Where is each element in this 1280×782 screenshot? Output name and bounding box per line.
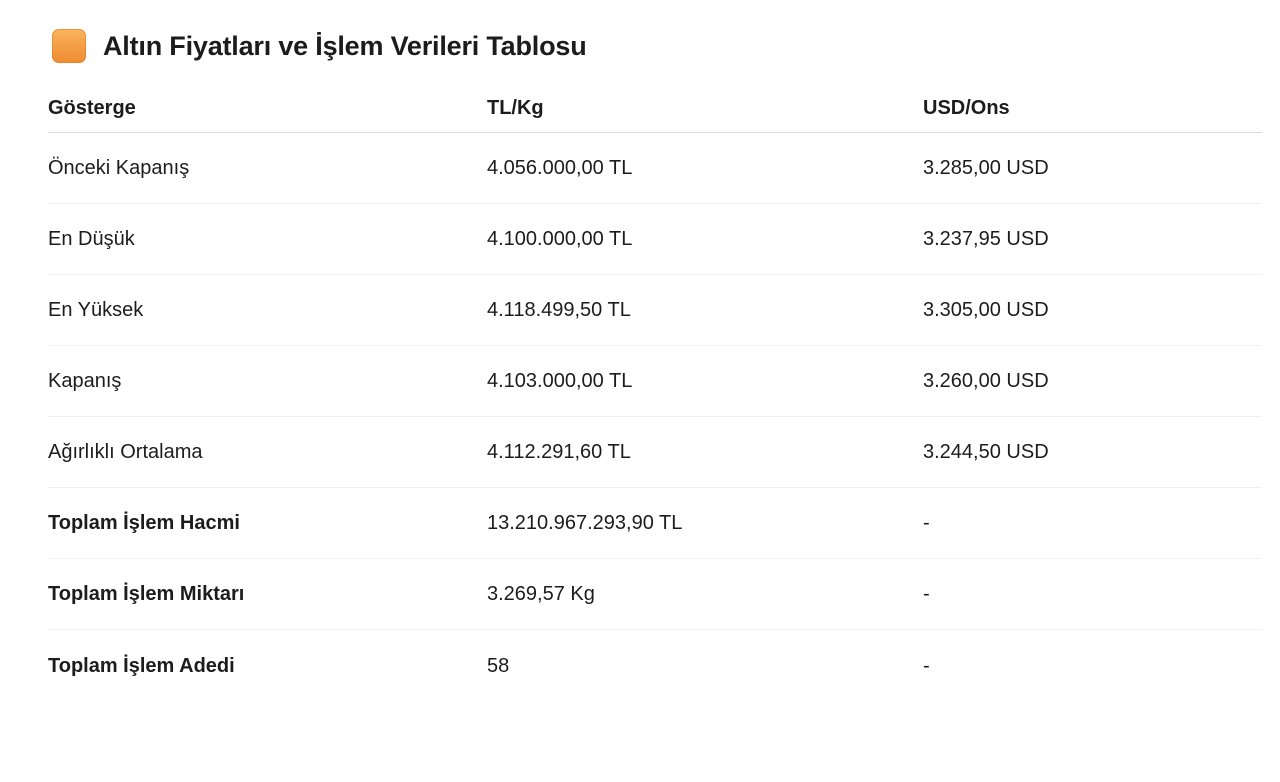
cell-indicator: Toplam İşlem Adedi bbox=[48, 654, 235, 677]
cell-tl-kg: 13.210.967.293,90 TL bbox=[487, 512, 683, 534]
cell-indicator: Toplam İşlem Miktarı bbox=[48, 583, 245, 605]
cell-usd-ons: 3.260,00 USD bbox=[923, 370, 1049, 392]
cell-usd-ons: - bbox=[923, 654, 930, 677]
cell-tl-kg: 4.100.000,00 TL bbox=[487, 228, 633, 250]
table-row: Ağırlıklı Ortalama 4.112.291,60 TL 3.244,5… bbox=[48, 417, 1262, 488]
cell-usd-ons: 3.237,95 USD bbox=[923, 228, 1049, 250]
cell-indicator: Toplam İşlem Hacmi bbox=[48, 512, 240, 534]
table-row: Toplam İşlem Miktarı 3.269,57 Kg - bbox=[48, 559, 1262, 630]
table-body: Önceki Kapanış 4.056.000,00 TL 3.285,00 US… bbox=[48, 133, 1262, 701]
orange-square-icon bbox=[52, 29, 86, 63]
cell-usd-ons: 3.305,00 USD bbox=[923, 299, 1049, 321]
cell-tl-kg: 4.056.000,00 TL bbox=[487, 157, 633, 179]
cell-indicator: Önceki Kapanış bbox=[48, 157, 190, 179]
cell-indicator: En Yüksek bbox=[48, 299, 144, 321]
cell-tl-kg: 4.103.000,00 TL bbox=[487, 370, 633, 392]
table-row: Önceki Kapanış 4.056.000,00 TL 3.285,00 US… bbox=[48, 133, 1262, 204]
table-header-row: Gösterge TL/Kg USD/Ons bbox=[48, 64, 1262, 133]
column-header-gosterge: Gösterge bbox=[48, 97, 136, 119]
cell-usd-ons: - bbox=[923, 583, 930, 605]
table-row: En Düşük 4.100.000,00 TL 3.237,95 USD bbox=[48, 204, 1262, 275]
cell-tl-kg: 3.269,57 Kg bbox=[487, 583, 595, 605]
page: Altın Fiyatları ve İşlem Verileri Tablos… bbox=[48, 28, 1262, 701]
column-header-tl-kg: TL/Kg bbox=[487, 97, 544, 119]
table-row: Toplam İşlem Hacmi 13.210.967.293,90 TL - bbox=[48, 488, 1262, 559]
cell-indicator: En Düşük bbox=[48, 228, 135, 250]
page-title: Altın Fiyatları ve İşlem Verileri Tablos… bbox=[103, 30, 587, 61]
cell-usd-ons: - bbox=[923, 512, 930, 534]
page-header: Altın Fiyatları ve İşlem Verileri Tablos… bbox=[48, 28, 1262, 64]
column-header-usd-ons: USD/Ons bbox=[923, 97, 1010, 119]
table-row: En Yüksek 4.118.499,50 TL 3.305,00 USD bbox=[48, 275, 1262, 346]
cell-tl-kg: 4.118.499,50 TL bbox=[487, 299, 631, 321]
gold-prices-table: Gösterge TL/Kg USD/Ons Önceki Kapanış 4.0… bbox=[48, 64, 1262, 701]
cell-tl-kg: 58 bbox=[487, 654, 510, 677]
cell-indicator: Ağırlıklı Ortalama bbox=[48, 441, 203, 463]
table-row: Toplam İşlem Adedi 58 - bbox=[48, 630, 1262, 701]
cell-tl-kg: 4.112.291,60 TL bbox=[487, 441, 631, 463]
cell-indicator: Kapanış bbox=[48, 370, 122, 392]
cell-usd-ons: 3.285,00 USD bbox=[923, 157, 1049, 179]
cell-usd-ons: 3.244,50 USD bbox=[923, 441, 1049, 463]
table-row: Kapanış 4.103.000,00 TL 3.260,00 USD bbox=[48, 346, 1262, 417]
